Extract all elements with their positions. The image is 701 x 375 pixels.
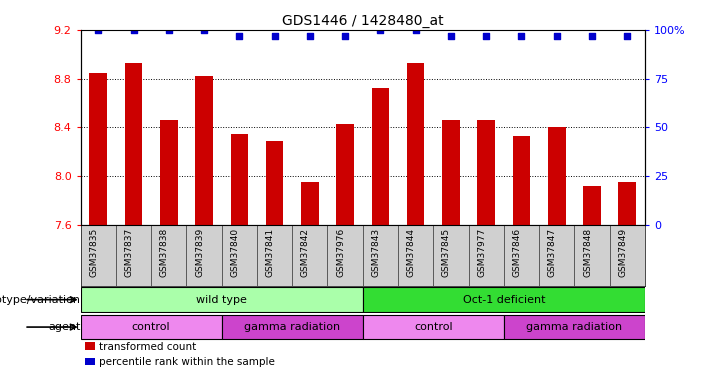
Point — [481, 33, 492, 39]
Bar — [583, 186, 601, 225]
Point — [163, 27, 175, 33]
Text: GSM37838: GSM37838 — [160, 228, 169, 277]
Text: GSM37846: GSM37846 — [512, 228, 522, 277]
Bar — [407, 63, 425, 225]
Bar — [90, 73, 107, 225]
Bar — [266, 141, 283, 225]
Bar — [548, 128, 566, 225]
Text: wild type: wild type — [196, 295, 247, 304]
Text: Oct-1 deficient: Oct-1 deficient — [463, 295, 545, 304]
Point — [587, 33, 598, 39]
Text: GSM37849: GSM37849 — [618, 228, 627, 277]
Point — [516, 33, 527, 39]
Point — [375, 27, 386, 33]
Text: control: control — [414, 322, 453, 332]
Text: GSM37845: GSM37845 — [442, 228, 451, 277]
Point — [269, 33, 280, 39]
Bar — [222, 315, 363, 339]
Bar — [372, 88, 389, 225]
Text: GSM37848: GSM37848 — [583, 228, 592, 277]
Point — [128, 27, 139, 33]
Text: GSM37839: GSM37839 — [195, 228, 204, 277]
Text: GSM37843: GSM37843 — [372, 228, 381, 277]
Point — [339, 33, 350, 39]
Text: GSM37844: GSM37844 — [407, 228, 416, 277]
Text: GSM37842: GSM37842 — [301, 228, 310, 277]
Bar — [196, 76, 213, 225]
Point — [551, 33, 562, 39]
Text: GSM37840: GSM37840 — [231, 228, 239, 277]
Point — [622, 33, 633, 39]
Point — [445, 33, 456, 39]
Text: GSM37841: GSM37841 — [266, 228, 275, 277]
Bar — [512, 136, 530, 225]
Point — [93, 27, 104, 33]
Title: GDS1446 / 1428480_at: GDS1446 / 1428480_at — [282, 13, 444, 28]
Bar — [336, 124, 354, 225]
Legend: transformed count, percentile rank within the sample: transformed count, percentile rank withi… — [81, 338, 280, 371]
Bar — [363, 287, 645, 312]
Text: GSM37835: GSM37835 — [89, 228, 98, 277]
Point — [304, 33, 315, 39]
Text: GSM37977: GSM37977 — [477, 228, 486, 277]
Bar — [231, 134, 248, 225]
Bar — [363, 315, 504, 339]
Bar — [442, 120, 460, 225]
Bar — [618, 182, 636, 225]
Bar — [477, 120, 495, 225]
Bar — [81, 287, 363, 312]
Text: gamma radiation: gamma radiation — [526, 322, 622, 332]
Bar — [160, 120, 177, 225]
Bar — [301, 182, 319, 225]
Text: agent: agent — [48, 322, 81, 332]
Text: gamma radiation: gamma radiation — [244, 322, 340, 332]
Bar — [504, 315, 645, 339]
Text: GSM37837: GSM37837 — [125, 228, 133, 277]
Point — [410, 27, 421, 33]
Point — [198, 27, 210, 33]
Bar — [125, 63, 142, 225]
Text: genotype/variation: genotype/variation — [0, 295, 81, 304]
Bar — [81, 315, 222, 339]
Point — [233, 33, 245, 39]
Text: GSM37976: GSM37976 — [336, 228, 345, 277]
Text: control: control — [132, 322, 170, 332]
Text: GSM37847: GSM37847 — [547, 228, 557, 277]
